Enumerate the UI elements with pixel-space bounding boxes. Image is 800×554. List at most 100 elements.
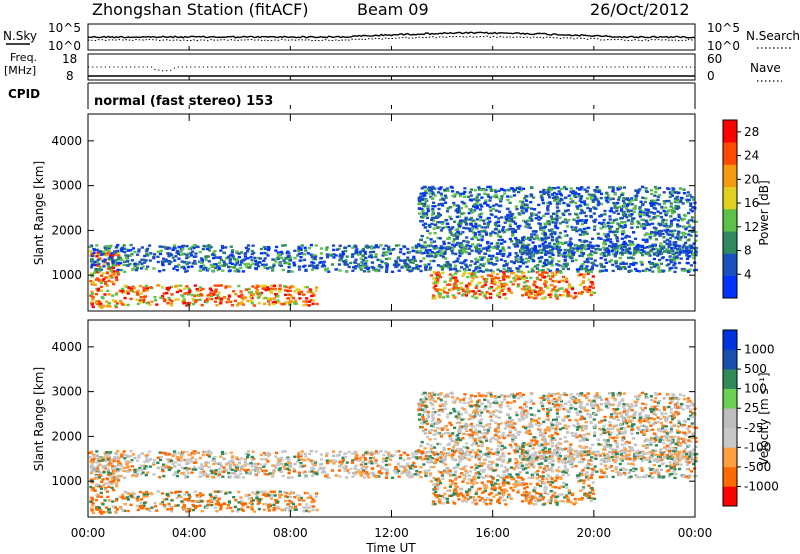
power-echo-cell <box>297 268 302 271</box>
power-echo-cell <box>592 244 596 248</box>
power-echo-cell <box>645 213 649 217</box>
power-echo-cell <box>190 293 194 297</box>
power-echo-cell <box>528 288 532 291</box>
power-echo-cell <box>670 194 674 197</box>
power-echo-cell <box>443 194 448 197</box>
power-echo-cell <box>442 242 446 246</box>
power-echo-cell <box>96 277 100 280</box>
velocity-echo-cell <box>101 485 105 488</box>
velocity-echo-cell <box>345 461 349 464</box>
power-echo-cell <box>312 294 316 297</box>
power-echo-cell <box>484 188 488 192</box>
power-echo-cell <box>489 257 493 261</box>
power-echo-cell <box>563 248 567 252</box>
power-echo-cell <box>293 263 297 267</box>
velocity-echo-cell <box>219 470 223 473</box>
power-echo-cell <box>672 241 676 245</box>
nsky-left-tick-bottom: 10^0 <box>48 39 81 53</box>
power-echo-cell <box>379 266 383 269</box>
power-echo-cell <box>668 267 672 270</box>
velocity-echo-cell <box>256 491 260 494</box>
power-echo-cell <box>558 231 562 235</box>
power-echo-cell <box>659 262 663 265</box>
power-echo-cell <box>157 284 161 287</box>
power-echo-cell <box>509 214 513 217</box>
freq-label-line2: [MHz] <box>4 64 36 77</box>
power-echo-cell <box>486 221 491 225</box>
velocity-echo-cell <box>659 468 663 471</box>
power-echo-cell <box>452 285 456 288</box>
power-echo-cell <box>594 218 598 221</box>
power-echo-cell <box>90 263 94 267</box>
power-echo-cell <box>559 194 563 197</box>
power-echo-cell <box>548 201 552 204</box>
power-echo-cell <box>107 276 111 279</box>
power-echo-cell <box>521 258 525 261</box>
power-echo-cell <box>276 256 280 260</box>
power-echo-cell <box>132 290 136 293</box>
power-echo-cell <box>326 267 330 270</box>
velocity-echo-cell <box>169 491 173 495</box>
velocity-echo-cell <box>252 510 256 513</box>
power-echo-cell <box>284 256 288 260</box>
power-echo-cell <box>635 245 639 248</box>
power-echo-cell <box>631 257 635 260</box>
velocity-echo-cell <box>138 466 142 470</box>
power-echo-cell <box>273 300 277 304</box>
power-echo-cell <box>511 283 515 286</box>
power-echo-cell <box>499 200 503 203</box>
power-echo-cell <box>166 302 170 305</box>
power-echo-cell <box>100 306 104 309</box>
date-title: 26/Oct/2012 <box>590 0 690 19</box>
power-echo-cell <box>130 253 134 256</box>
power-echo-cell <box>569 190 573 193</box>
power-echo-cell <box>510 272 514 275</box>
power-echo-cell <box>243 255 247 258</box>
power-echo-cell <box>102 265 106 268</box>
velocity-echo-cell <box>280 508 284 512</box>
power-echo-cell <box>541 248 545 251</box>
velocity-echo-cell <box>361 470 365 473</box>
power-echo-cell <box>175 290 179 294</box>
power-echo-cell <box>515 238 519 242</box>
power-echo-cell <box>314 255 318 258</box>
power-echo-cell <box>372 266 376 270</box>
velocity-echo-cell <box>223 502 227 506</box>
power-echo-cell <box>525 245 529 248</box>
power-echo-cell <box>539 288 543 291</box>
power-echo-cell <box>624 251 628 255</box>
power-echo-cell <box>650 204 654 207</box>
velocity-echo-cell <box>224 492 228 495</box>
power-echo-cell <box>522 252 526 255</box>
y-tick-label: 3000 <box>51 179 82 193</box>
power-echo-cell <box>663 250 667 253</box>
power-echo-cell <box>530 219 534 222</box>
power-echo-cell <box>181 253 185 256</box>
power-echo-cell <box>681 246 685 249</box>
power-echo-cell <box>649 237 653 240</box>
colorbar-segment <box>723 209 737 232</box>
velocity-echo-cell <box>525 471 529 474</box>
power-echo-cell <box>359 266 363 269</box>
power-echo-cell <box>494 209 499 212</box>
power-echo-cell <box>544 246 549 249</box>
velocity-echo-cell <box>188 495 192 498</box>
power-echo-cell <box>539 248 543 252</box>
power-echo-cell <box>311 258 315 261</box>
power-echo-cell <box>297 245 301 249</box>
power-echo-cell <box>266 267 270 270</box>
power-echo-cell <box>179 250 183 253</box>
power-echo-cell <box>475 284 479 287</box>
power-echo-cell <box>521 238 525 241</box>
power-echo-cell <box>469 188 474 191</box>
power-echo-cell <box>674 204 678 208</box>
power-echo-cell <box>502 230 506 234</box>
power-echo-cell <box>327 270 331 273</box>
colorbar-segment <box>723 142 737 165</box>
power-echo-cell <box>451 276 455 280</box>
power-echo-cell <box>655 187 659 191</box>
power-echo-cell <box>247 266 251 269</box>
power-echo-cell <box>490 213 494 217</box>
power-echo-cell <box>470 260 474 263</box>
power-echo-cell <box>591 200 595 204</box>
